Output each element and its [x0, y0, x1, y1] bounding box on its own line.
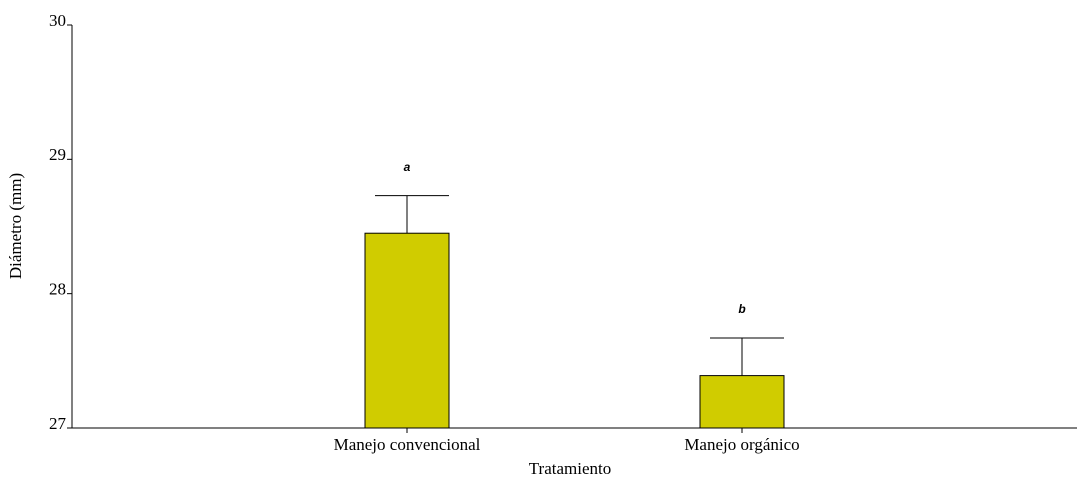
annotation: a — [404, 160, 411, 174]
y-tick-label: 28 — [49, 280, 66, 299]
y-axis-label: Diámetro (mm) — [6, 173, 25, 279]
y-tick-label: 29 — [49, 145, 66, 164]
bar — [364, 232, 450, 429]
x-axis-label: Tratamiento — [529, 459, 611, 478]
y-tick-label: 27 — [49, 414, 67, 433]
x-tick-label: Manejo orgánico — [684, 435, 799, 454]
y-tick-label: 30 — [49, 11, 66, 30]
annotation: b — [738, 302, 745, 316]
x-tick-label: Manejo convencional — [334, 435, 481, 454]
bar — [699, 375, 785, 429]
